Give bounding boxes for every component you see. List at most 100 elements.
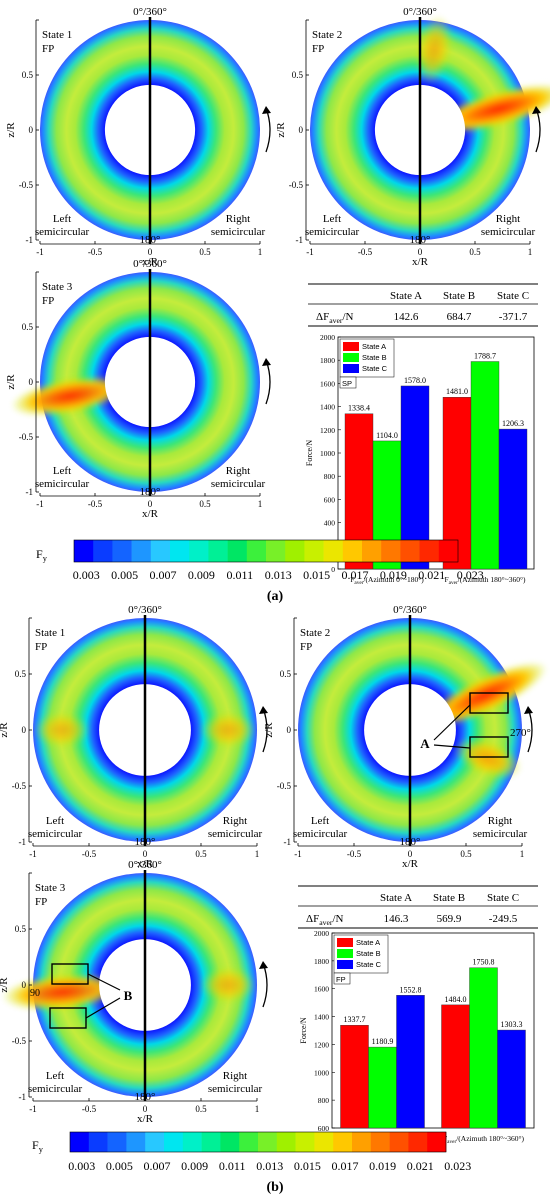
x-tick-label: 1: [258, 247, 263, 257]
x-axis-label: x/R: [137, 1113, 154, 1125]
bar-value-label: 1104.0: [376, 431, 398, 440]
azimuth-top-label: 0°/360°: [133, 6, 167, 18]
colorbar-swatch: [427, 1132, 447, 1152]
x-tick-label: 0.5: [199, 499, 211, 509]
table-row-label: ΔFaver/N: [306, 913, 343, 927]
colorbar-tick-label: 0.017: [342, 568, 369, 582]
right-label: Right: [496, 213, 520, 225]
y-tick-label: 1400: [314, 1013, 329, 1022]
colorbar-tick-label: 0.011: [227, 568, 254, 582]
table-row-label: ΔFaver/N: [316, 311, 353, 325]
colorbar-tick-label: 0.009: [181, 1159, 208, 1173]
rotation-arrowhead: [259, 706, 268, 714]
legend-label: State C: [362, 364, 388, 373]
bar-value-label: 1750.8: [473, 958, 495, 967]
y-axis-label: z/R: [263, 722, 275, 738]
x-tick-label: 0: [418, 247, 423, 257]
left-label-2: semicircular: [305, 226, 360, 238]
bar-state-b: [368, 1046, 397, 1129]
right-label: Right: [488, 815, 512, 827]
y-tick-label: 1600: [320, 379, 335, 388]
colorbar-swatch: [352, 1132, 372, 1152]
x-tick-label: -1: [29, 849, 37, 859]
panel-caption: (a): [267, 589, 284, 604]
y-tick-label: 1200: [320, 426, 335, 435]
bar-state-c: [498, 428, 528, 570]
azimuth-top-label: 0°/360°: [133, 258, 167, 270]
right-label-2: semicircular: [208, 828, 263, 840]
colorbar-swatch: [381, 540, 401, 562]
delta-table-a: State A State B State C ΔFaver/N 142.6 684.7 -…: [308, 283, 538, 327]
group-label: Faver/(Azimuth 180°~360°): [443, 1134, 524, 1145]
colorbar-swatch: [295, 1132, 315, 1152]
table-header: State A: [380, 892, 412, 904]
table-header: State B: [433, 892, 465, 904]
y-tick-label: 0.5: [15, 924, 27, 934]
state-label: State 3: [35, 882, 66, 894]
colorbar-tick-label: 0.003: [73, 568, 100, 582]
right-label: Right: [226, 465, 250, 477]
y-tick-label: -0.5: [277, 781, 292, 791]
table-header: State C: [487, 892, 519, 904]
bar-value-label: 1337.7: [344, 1015, 366, 1024]
bar-state-c: [497, 1029, 526, 1129]
colorbar-tick-label: 0.005: [106, 1159, 133, 1173]
left-label: Left: [53, 213, 71, 225]
x-tick-label: 0.5: [460, 849, 472, 859]
right-label-2: semicircular: [473, 828, 528, 840]
left-label: Left: [311, 815, 329, 827]
group-label: Faver/(Azimuth 180°~360°): [445, 575, 526, 586]
colorbar-swatch: [189, 540, 209, 562]
colorbar-swatch: [201, 1132, 221, 1152]
colorbar-swatch: [107, 1132, 127, 1152]
y-tick-label: 0: [29, 125, 34, 135]
annotation-a-label: A: [420, 736, 430, 751]
colorbar-tick-label: 0.015: [303, 568, 330, 582]
bar-state-c: [396, 995, 425, 1129]
rotation-arrow: [265, 107, 271, 153]
y-tick-label: 400: [324, 519, 336, 528]
colorbar-swatch: [258, 1132, 278, 1152]
colorbar-swatch: [333, 1132, 353, 1152]
left-label: Left: [323, 213, 341, 225]
azimuth-270-label: 270°: [510, 727, 531, 739]
rotation-arrowhead: [259, 961, 268, 969]
legend-swatch: [343, 364, 359, 373]
colorbar-swatch: [285, 540, 305, 562]
y-axis-label: z/R: [5, 374, 17, 390]
y-tick-label: 0.5: [292, 70, 304, 80]
fp-label: FP: [42, 43, 54, 55]
colorbar-swatch: [170, 540, 190, 562]
legend-label: State C: [356, 960, 382, 969]
y-tick-label: 0: [22, 725, 27, 735]
table-header: State B: [443, 290, 475, 302]
colorbar-b: Fy 0.003 0.005 0.007 0.009 0.011 0.013 0.015 0.0…: [32, 1131, 471, 1195]
bar-state-a: [441, 1004, 470, 1129]
colorbar-swatch: [276, 1132, 296, 1152]
x-axis-label: x/R: [412, 256, 429, 268]
azimuth-bottom-label: 180°: [135, 836, 156, 848]
y-axis-label: Force/N: [299, 1017, 308, 1043]
y-axis-label: Force/N: [305, 440, 314, 466]
rotation-arrowhead: [524, 706, 533, 714]
axes: -1 -0.5 0 0.5 1 x/R 0.5 0 -0.5 -1 z/R: [0, 872, 260, 1125]
table-value: 142.6: [394, 311, 419, 323]
colorbar-frame: [73, 539, 459, 563]
azimuth-top-label: 0°/360°: [403, 6, 437, 18]
legend-label: State B: [356, 949, 381, 958]
y-tick-label: 1400: [320, 403, 335, 412]
colorbar-a: Fy 0.003 0.005 0.007 0.009 0.011 0.013 0.015 0.0…: [36, 539, 484, 604]
colorbar-swatch: [131, 540, 152, 562]
hotspot-0: [430, 84, 550, 134]
colorbar-tick-label: 0.021: [418, 568, 445, 582]
y-axis-label: z/R: [5, 122, 17, 138]
x-tick-label: 1: [255, 1104, 260, 1114]
fp-label: FP: [35, 896, 47, 908]
x-tick-label: -0.5: [358, 247, 373, 257]
hotspot-0: [2, 973, 123, 1011]
y-tick-label: 1000: [320, 449, 335, 458]
delta-table-b: State A State B State C ΔFaver/N 146.3 569.9 -…: [298, 885, 538, 929]
azimuth-top-label: 0°/360°: [393, 604, 427, 616]
table-value: -371.7: [499, 311, 528, 323]
x-tick-label: 0.5: [199, 247, 211, 257]
